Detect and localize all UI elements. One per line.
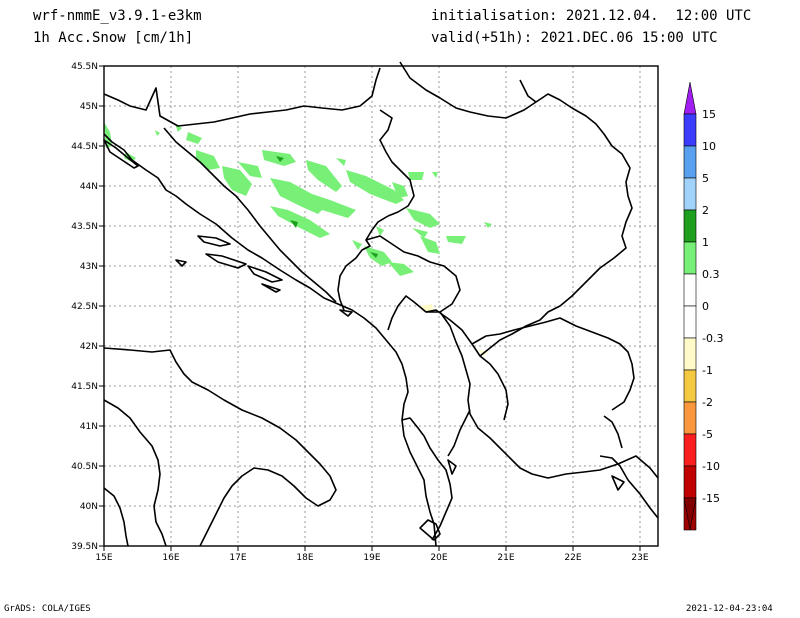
- footer-timestamp: 2021-12-04-23:04: [686, 604, 773, 614]
- colorbar-box: [683, 145, 697, 179]
- colorbar-top-arrow: [683, 81, 697, 115]
- colorbar-label: -0.3: [702, 332, 723, 345]
- lat-label: 45N: [80, 102, 98, 112]
- snowfall-shading-heavy: [276, 156, 378, 258]
- colorbar: 15 10 5 2 1 0.3 0 -0.3 -1 -2 -5 -10 -15: [683, 81, 723, 531]
- colorbar-label: 1: [702, 236, 709, 249]
- lat-label: 43N: [80, 262, 98, 272]
- latitude-labels: 45.5N 45N 44.5N 44N 43.5N 43N 42.5N 42N …: [71, 62, 98, 552]
- lat-label: 44.5N: [71, 142, 98, 152]
- lon-label: 21E: [497, 553, 514, 563]
- lat-label: 40N: [80, 502, 98, 512]
- lat-label: 41N: [80, 422, 98, 432]
- lon-label: 15E: [95, 553, 112, 563]
- lon-label: 19E: [363, 553, 380, 563]
- colorbar-label: -1: [702, 364, 713, 377]
- colorbar-box: [683, 465, 697, 499]
- colorbar-label: 2: [702, 204, 709, 217]
- colorbar-box: [683, 241, 697, 275]
- longitude-labels: 15E 16E 17E 18E 19E 20E 21E 22E 23E: [95, 553, 648, 563]
- footer-credit: GrADS: COLA/IGES: [4, 604, 91, 614]
- colorbar-box: [683, 401, 697, 435]
- lat-label: 41.5N: [71, 382, 98, 392]
- lat-label: 40.5N: [71, 462, 98, 472]
- colorbar-label: 0: [702, 300, 709, 313]
- lon-label: 18E: [296, 553, 313, 563]
- lat-lon-gridlines: [104, 66, 658, 546]
- colorbar-box: [683, 433, 697, 467]
- coastlines-and-borders: [103, 61, 659, 547]
- model-name: wrf-nmmE_v3.9.1-e3km: [33, 8, 202, 24]
- colorbar-box: [683, 369, 697, 403]
- colorbar-label: 0.3: [702, 268, 720, 281]
- lat-label: 44N: [80, 182, 98, 192]
- init-time: initialisation: 2021.12.04. 12:00 UTC: [431, 8, 752, 24]
- lat-label: 39.5N: [71, 542, 98, 552]
- colorbar-label: -15: [702, 492, 720, 505]
- colorbar-bottom-arrow: [683, 497, 697, 531]
- colorbar-box: [683, 337, 697, 371]
- colorbar-box: [683, 305, 697, 339]
- lat-label: 42N: [80, 342, 98, 352]
- valid-time: valid(+51h): 2021.DEC.06 15:00 UTC: [431, 30, 718, 46]
- colorbar-box: [683, 273, 697, 307]
- lon-label: 20E: [430, 553, 447, 563]
- colorbar-label: -5: [702, 428, 713, 441]
- field-name: 1h Acc.Snow [cm/1h]: [33, 30, 194, 46]
- colorbar-label: -2: [702, 396, 713, 409]
- lon-label: 22E: [564, 553, 581, 563]
- colorbar-box: [683, 177, 697, 211]
- lon-label: 16E: [162, 553, 179, 563]
- lat-label: 45.5N: [71, 62, 98, 72]
- colorbar-box: [683, 113, 697, 147]
- colorbar-label: 10: [702, 140, 716, 153]
- lat-label: 42.5N: [71, 302, 98, 312]
- lat-label: 43.5N: [71, 222, 98, 232]
- colorbar-label: 5: [702, 172, 709, 185]
- colorbar-box: [683, 209, 697, 243]
- axis-ticks: [99, 65, 641, 551]
- lon-label: 23E: [631, 553, 648, 563]
- snowfall-shading: [104, 122, 492, 276]
- colorbar-label: -10: [702, 460, 720, 473]
- lon-label: 17E: [229, 553, 246, 563]
- colorbar-label: 15: [702, 108, 716, 121]
